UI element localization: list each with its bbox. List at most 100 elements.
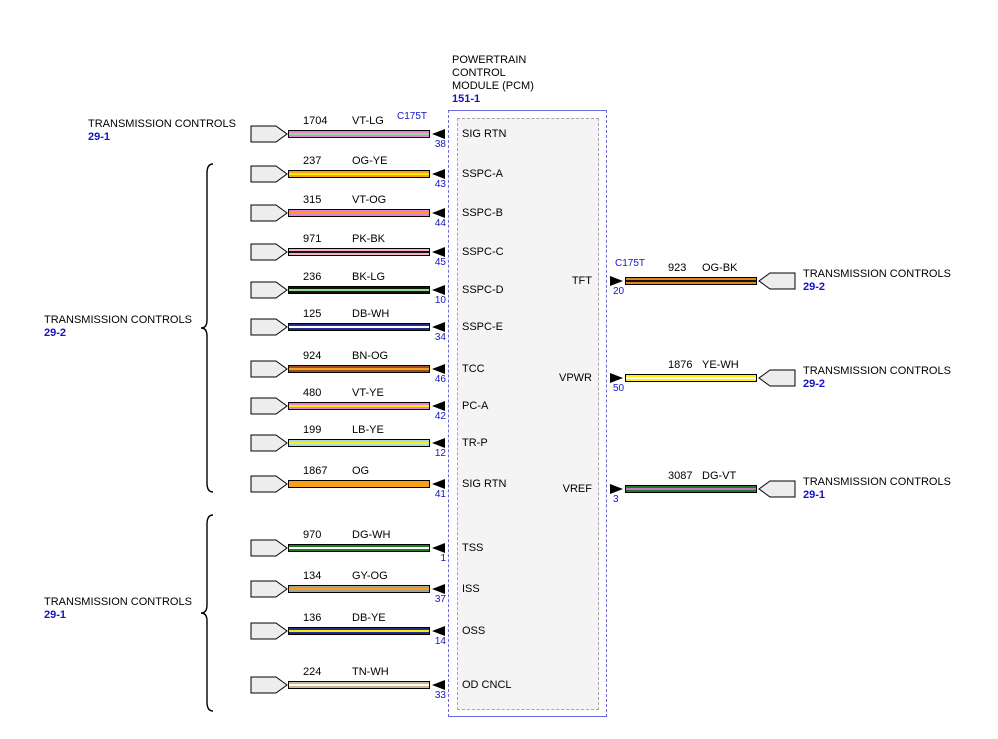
wire-color-code: OG-BK <box>702 262 738 274</box>
left-group-1-label: TRANSMISSION CONTROLS 29-1 <box>88 118 236 144</box>
group-page-ref[interactable]: 29-1 <box>803 489 826 501</box>
harness-connector-icon <box>250 397 288 415</box>
wire <box>288 248 430 256</box>
signal-label: VPWR <box>559 372 592 384</box>
harness-connector-icon <box>758 369 796 387</box>
signal-label: VREF <box>562 483 592 495</box>
wire-arrow-icon <box>432 285 445 295</box>
wire-arrow-icon <box>610 484 623 494</box>
circuit-number: 125 <box>303 308 322 320</box>
signal-label: OD CNCL <box>462 679 512 691</box>
wire <box>288 323 430 331</box>
group-label-text: TRANSMISSION CONTROLS <box>803 268 951 280</box>
group-brace <box>200 163 214 493</box>
signal-label: SIG RTN <box>462 128 507 140</box>
wire-arrow-icon <box>432 129 445 139</box>
signal-label: ISS <box>462 583 480 595</box>
group-label-text: TRANSMISSION CONTROLS <box>803 476 951 488</box>
wire <box>288 585 430 593</box>
wire <box>288 170 430 178</box>
group-page-ref[interactable]: 29-2 <box>44 327 67 339</box>
group-page-ref[interactable]: 29-1 <box>88 131 111 143</box>
harness-connector-icon <box>758 272 796 290</box>
pin-number: 34 <box>434 332 446 343</box>
pcm-inner-box <box>457 118 599 710</box>
wire <box>625 277 757 285</box>
circuit-number: 199 <box>303 424 322 436</box>
wire <box>625 485 757 493</box>
group-page-ref[interactable]: 29-2 <box>803 378 826 390</box>
wire-color-code: LB-YE <box>352 424 384 436</box>
destination-label: TRANSMISSION CONTROLS 29-2 <box>803 365 951 391</box>
wire-color-code: DG-WH <box>352 529 391 541</box>
circuit-number: 134 <box>303 570 322 582</box>
signal-label: SSPC-C <box>462 246 504 258</box>
wire-arrow-icon <box>432 584 445 594</box>
pin-number: 44 <box>434 218 446 229</box>
pcm-box <box>448 110 607 717</box>
harness-connector-icon <box>250 622 288 640</box>
wire-arrow-icon <box>432 438 445 448</box>
wire-arrow-icon <box>610 276 623 286</box>
group-page-ref[interactable]: 29-1 <box>44 609 67 621</box>
module-page-ref[interactable]: 151-1 <box>452 93 481 105</box>
pin-number: 37 <box>434 594 446 605</box>
circuit-number: 924 <box>303 350 322 362</box>
circuit-number: 224 <box>303 666 322 678</box>
circuit-number: 971 <box>303 233 322 245</box>
module-title-line: CONTROL <box>452 67 506 79</box>
circuit-number: 1704 <box>303 115 328 127</box>
connector-id[interactable]: C175T <box>615 258 646 269</box>
harness-connector-icon <box>250 204 288 222</box>
signal-label: TFT <box>571 275 592 287</box>
group-page-ref[interactable]: 29-2 <box>803 281 826 293</box>
pin-number: 14 <box>434 636 446 647</box>
wire <box>288 480 430 488</box>
signal-label: TCC <box>462 363 485 375</box>
circuit-number: 970 <box>303 529 322 541</box>
circuit-number: 237 <box>303 155 322 167</box>
pin-number: 3 <box>613 494 619 505</box>
module-title-line: POWERTRAIN <box>452 54 527 66</box>
circuit-number: 236 <box>303 271 322 283</box>
destination-label: TRANSMISSION CONTROLS 29-1 <box>803 476 951 502</box>
connector-id[interactable]: C175T <box>397 111 428 122</box>
harness-connector-icon <box>250 434 288 452</box>
wire-arrow-icon <box>432 626 445 636</box>
harness-connector-icon <box>250 125 288 143</box>
wire-color-code: DB-WH <box>352 308 390 320</box>
signal-label: SSPC-E <box>462 321 503 333</box>
pin-number: 45 <box>434 257 446 268</box>
pin-number: 42 <box>434 411 446 422</box>
left-group-2-label: TRANSMISSION CONTROLS 29-2 <box>44 314 192 340</box>
signal-label: TR-P <box>462 437 488 449</box>
wire-color-code: OG-YE <box>352 155 388 167</box>
signal-label: SSPC-D <box>462 284 504 296</box>
harness-connector-icon <box>250 475 288 493</box>
wire <box>288 439 430 447</box>
wire-color-code: OG <box>352 465 370 477</box>
group-label-text: TRANSMISSION CONTROLS <box>803 365 951 377</box>
signal-label: SSPC-B <box>462 207 503 219</box>
harness-connector-icon <box>250 243 288 261</box>
group-label-text: TRANSMISSION CONTROLS <box>44 314 192 326</box>
wire-arrow-icon <box>432 680 445 690</box>
wire <box>625 374 757 382</box>
wire-arrow-icon <box>432 169 445 179</box>
group-brace <box>200 514 214 712</box>
harness-connector-icon <box>250 281 288 299</box>
wire <box>288 209 430 217</box>
pin-number: 10 <box>434 295 446 306</box>
pin-number: 1 <box>440 553 446 564</box>
wire-arrow-icon <box>610 373 623 383</box>
circuit-number: 315 <box>303 194 322 206</box>
circuit-number: 1876 <box>668 359 693 371</box>
wire-color-code: VT-OG <box>352 194 387 206</box>
wire-arrow-icon <box>432 401 445 411</box>
pin-number: 20 <box>613 286 625 297</box>
wire <box>288 544 430 552</box>
wire-color-code: BN-OG <box>352 350 389 362</box>
wire <box>288 286 430 294</box>
harness-connector-icon <box>250 580 288 598</box>
